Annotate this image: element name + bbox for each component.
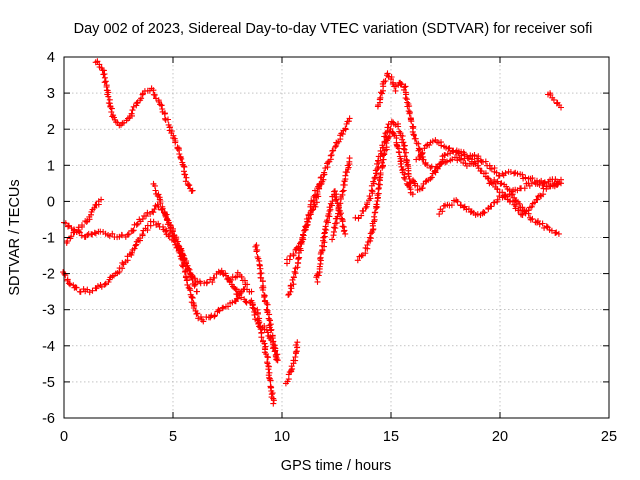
series-track-s bbox=[436, 191, 562, 237]
y-tick-label: 1 bbox=[47, 158, 55, 174]
point-marks bbox=[252, 242, 281, 364]
series-track-u bbox=[545, 90, 564, 111]
y-tick-label: 3 bbox=[47, 86, 55, 102]
series-track-i bbox=[282, 339, 301, 387]
x-tick-label: 0 bbox=[60, 429, 68, 445]
y-tick-label: -6 bbox=[42, 411, 55, 427]
y-tick-label: -2 bbox=[42, 267, 55, 283]
series-track-m bbox=[329, 155, 353, 243]
point-marks bbox=[410, 147, 564, 195]
series-track-h bbox=[248, 297, 277, 407]
point-marks bbox=[63, 196, 105, 246]
x-axis-label: GPS time / hours bbox=[281, 458, 391, 474]
series-track-q bbox=[410, 147, 564, 195]
point-marks bbox=[413, 137, 564, 190]
point-marks bbox=[150, 180, 200, 295]
point-marks bbox=[285, 115, 353, 298]
series-track-g bbox=[252, 242, 281, 364]
point-marks bbox=[92, 58, 196, 194]
y-tick-label: -1 bbox=[42, 231, 55, 247]
point-marks bbox=[248, 297, 277, 407]
point-marks bbox=[486, 180, 558, 218]
x-tick-label: 15 bbox=[383, 429, 399, 445]
grid bbox=[64, 57, 609, 418]
x-tick-label: 5 bbox=[169, 429, 177, 445]
point-marks bbox=[282, 339, 301, 387]
point-marks bbox=[436, 191, 562, 237]
y-tick-label: 2 bbox=[47, 122, 55, 138]
series-track-a bbox=[92, 58, 196, 194]
series-track-t bbox=[486, 180, 558, 218]
y-axis-label: SDTVAR / TECUs bbox=[7, 179, 23, 295]
y-tick-label: -3 bbox=[42, 303, 55, 319]
y-tick-label: 0 bbox=[47, 194, 55, 210]
series-track-n bbox=[352, 118, 414, 222]
y-tick-label: -5 bbox=[42, 375, 55, 391]
chart-title: Day 002 of 2023, Sidereal Day-to-day VTE… bbox=[74, 21, 593, 37]
axes: 0 5 10 15 20 25 -6 -5 -4 -3 -2 -1 0 1 2 3 4 bbox=[42, 50, 617, 445]
series-track-r bbox=[413, 137, 564, 190]
point-marks bbox=[352, 118, 414, 222]
x-tick-label: 10 bbox=[274, 429, 290, 445]
point-marks bbox=[329, 155, 353, 243]
x-tick-label: 25 bbox=[601, 429, 617, 445]
series-track-k bbox=[285, 115, 353, 298]
y-tick-label: -4 bbox=[42, 339, 55, 355]
series-track-e bbox=[150, 180, 200, 295]
point-marks bbox=[354, 125, 416, 264]
y-tick-label: 4 bbox=[47, 50, 55, 66]
x-tick-label: 20 bbox=[492, 429, 508, 445]
point-marks bbox=[545, 90, 564, 111]
series-track-o bbox=[354, 125, 416, 264]
series-track-d bbox=[63, 196, 105, 246]
data-marks bbox=[60, 58, 564, 407]
